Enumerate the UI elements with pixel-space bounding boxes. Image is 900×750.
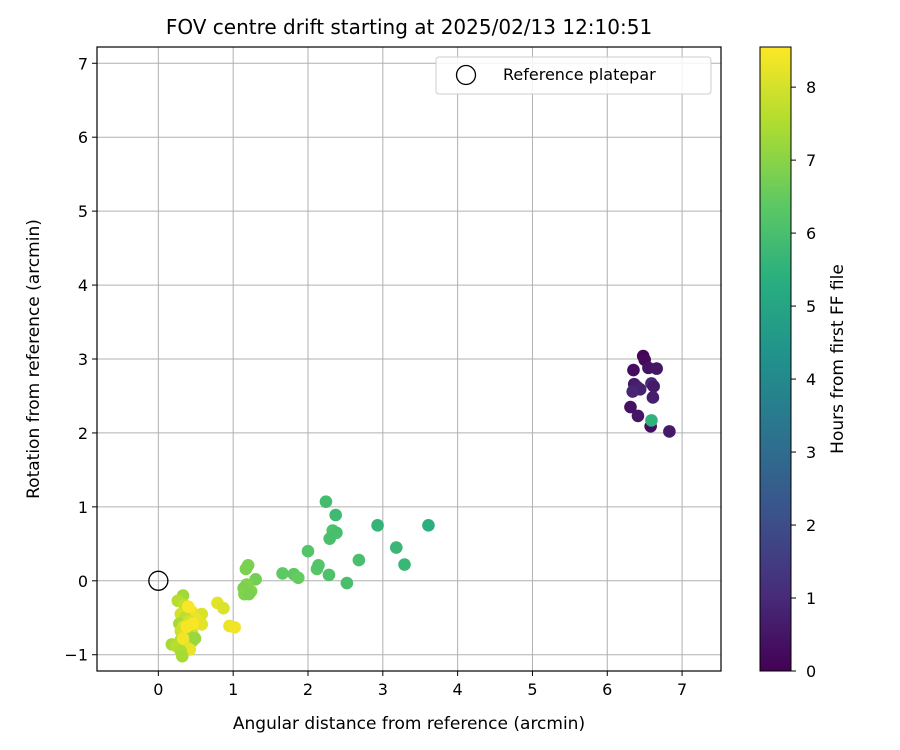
legend-label: Reference platepar xyxy=(503,65,656,84)
data-point xyxy=(627,363,640,377)
colorbar-ticks: 0 1 2 3 4 5 6 7 8 xyxy=(791,78,816,681)
colorbar-tick-label: 7 xyxy=(806,151,816,170)
data-point xyxy=(323,532,336,545)
data-point xyxy=(181,600,195,613)
x-axis-label: Angular distance from reference (arcmin) xyxy=(233,714,585,734)
reference-layer xyxy=(148,570,169,591)
data-point xyxy=(626,385,640,398)
data-point xyxy=(398,558,411,571)
y-tick-label: 7 xyxy=(78,54,88,73)
colorbar-tick-label: 6 xyxy=(806,224,816,243)
data-point xyxy=(276,567,289,580)
data-point xyxy=(389,541,403,554)
data-point xyxy=(422,519,435,532)
data-point xyxy=(239,562,253,576)
legend-box xyxy=(435,56,712,95)
colorbar-tick-label: 1 xyxy=(806,589,816,608)
data-point xyxy=(242,587,256,601)
x-tick-label: 1 xyxy=(228,680,238,699)
reference-platepar-marker xyxy=(148,570,169,591)
x-tick-label: 2 xyxy=(303,680,313,699)
colorbar-tick-label: 4 xyxy=(806,370,816,389)
data-point xyxy=(176,632,190,645)
y-tick-label: 5 xyxy=(78,202,88,221)
y-tick-label: −1 xyxy=(64,646,88,665)
colorbar-tick-label: 2 xyxy=(806,516,816,535)
data-point xyxy=(371,519,384,532)
colorbar-label: Hours from first FF file xyxy=(828,264,848,454)
data-point xyxy=(180,620,194,633)
data-point xyxy=(319,495,333,508)
data-point xyxy=(631,409,645,423)
data-point xyxy=(340,576,354,590)
y-axis-ticks: −1 0 1 2 3 4 5 6 7 xyxy=(64,54,97,665)
data-point xyxy=(291,571,305,585)
x-tick-label: 5 xyxy=(527,680,537,699)
x-tick-label: 7 xyxy=(677,680,687,699)
data-point xyxy=(646,391,660,404)
data-points xyxy=(165,349,676,663)
data-point xyxy=(195,618,209,631)
colorbar-tick-label: 3 xyxy=(806,443,816,462)
y-tick-label: 4 xyxy=(78,276,88,295)
x-axis-ticks: 0 1 2 3 4 5 6 7 xyxy=(153,671,687,699)
colorbar-tick-label: 0 xyxy=(806,662,816,681)
colorbar-tick-label: 5 xyxy=(806,297,816,316)
y-tick-label: 6 xyxy=(78,128,88,147)
y-tick-label: 1 xyxy=(78,498,88,517)
data-point xyxy=(647,380,660,393)
data-point xyxy=(352,553,366,567)
legend-marker-open-circle xyxy=(455,64,477,86)
data-point xyxy=(301,544,315,558)
colorbar-gradient xyxy=(759,46,792,672)
y-tick-label: 2 xyxy=(78,424,88,443)
data-point xyxy=(175,649,189,663)
data-point xyxy=(228,621,241,634)
y-tick-label: 0 xyxy=(78,572,88,591)
y-tick-label: 3 xyxy=(78,350,88,369)
y-axis-label: Rotation from reference (arcmin) xyxy=(24,219,44,499)
data-point xyxy=(650,362,663,375)
grid xyxy=(97,47,721,671)
data-point xyxy=(217,601,230,615)
data-point xyxy=(329,508,342,522)
data-point xyxy=(312,558,325,572)
x-tick-label: 4 xyxy=(453,680,463,699)
x-tick-label: 0 xyxy=(153,680,163,699)
chart-title: FOV centre drift starting at 2025/02/13 … xyxy=(166,15,652,39)
data-point xyxy=(663,425,676,438)
colorbar-tick-label: 8 xyxy=(806,78,816,97)
x-tick-label: 3 xyxy=(378,680,388,699)
legend: Reference platepar xyxy=(435,56,712,95)
data-point xyxy=(645,414,658,427)
x-tick-label: 6 xyxy=(602,680,612,699)
data-point xyxy=(322,568,336,582)
data-point xyxy=(624,400,637,414)
